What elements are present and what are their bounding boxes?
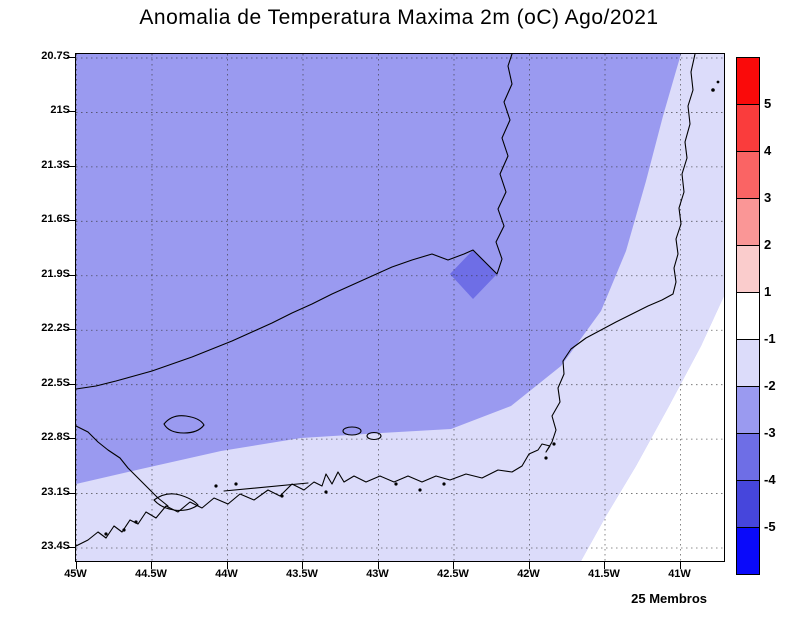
coastline [76,54,696,547]
colorbar-tick-label: -5 [764,519,776,534]
colorbar [736,57,760,575]
lon-tick-label: 43.5W [286,568,318,580]
lon-tick-label: 45W [64,568,87,580]
colorbar-tick-label: 5 [764,96,772,111]
island-dot [544,456,548,460]
lat-tick-label: 22.8S [41,431,70,444]
tick-mark [67,329,75,331]
tick-mark [67,165,75,167]
colorbar-tick-label: -1 [764,331,776,346]
lat-tick-label: 20.7S [41,50,70,62]
lat-tick-label: 21S [50,104,70,117]
reservoir-outline [163,415,205,434]
colorbar-segment [736,386,760,434]
region-anomaly-minus2-to-minus1 [76,54,724,561]
colorbar-tick-label: -2 [764,378,776,393]
lat-tick-label: 21.6S [41,213,70,226]
island-dot [134,520,138,524]
colorbar-tick-label: 4 [764,143,772,158]
colorbar-segment [736,292,760,340]
lat-tick-label: 22.2S [41,322,70,335]
lon-tick-label: 43W [366,568,389,580]
tick-mark [67,57,75,58]
tick-mark [151,562,152,569]
island-dot [280,494,284,498]
lon-tick-label: 41.5W [588,568,620,580]
map-plot-area [75,53,725,562]
tick-mark [528,562,530,569]
lat-tick-label: 23.4S [41,540,70,552]
lat-tick-label: 22.5S [41,376,70,389]
tick-mark [226,562,228,569]
tick-mark [377,562,379,569]
lat-tick-label: 21.3S [41,158,70,171]
state-border-southwest [76,425,169,507]
island-dot [711,88,715,92]
island-dot [394,482,398,486]
island-dot [104,532,108,536]
colorbar-segment [736,433,760,481]
colorbar-segment [736,57,760,105]
island-dot [716,80,720,84]
coastal-lagoon-2 [366,431,382,441]
tick-mark [67,274,75,276]
tick-mark [67,220,75,222]
tick-mark [604,562,605,569]
lat-tick-label: 21.9S [41,267,70,280]
island-dots [104,80,720,536]
colorbar-segment [736,480,760,528]
colorbar-tick-label: -3 [764,425,776,440]
tick-mark [67,438,75,440]
tick-mark [67,111,75,113]
island-dot [214,484,218,488]
tick-mark [302,562,303,569]
tick-mark [453,562,454,569]
lon-tick-label: 42.5W [437,568,469,580]
lat-tick-label: 23.1S [41,485,70,498]
ensemble-members-label: 25 Membros [631,591,707,606]
colorbar-segment [736,104,760,152]
island-dot [324,490,328,494]
region-anomaly-minus1-to-1 [581,296,724,561]
colorbar-segment [736,151,760,199]
colorbar-tick-label: -4 [764,472,776,487]
colorbar-segment [736,245,760,293]
tick-mark [67,547,75,548]
colorbar-segment [736,339,760,387]
coastal-lagoon-1 [342,426,362,436]
ilha-grande-outline [153,493,199,511]
colorbar-tick-label: 2 [764,237,772,252]
island-dot [122,528,126,532]
tick-mark [75,562,77,569]
marambaia-spit [223,482,309,492]
colorbar-segment [736,198,760,246]
island-dot [234,482,238,486]
tick-mark [679,562,681,569]
colorbar-tick-label: 3 [764,190,772,205]
coastline-and-borders [76,54,696,547]
lon-tick-label: 41W [668,568,691,580]
island-dot [418,488,422,492]
lon-tick-label: 44W [215,568,238,580]
island-dot [442,482,446,486]
colorbar-tick-label: 1 [764,284,772,299]
lon-tick-label: 44.5W [135,568,167,580]
state-border-north [76,54,513,390]
tick-mark [67,492,75,494]
colorbar-segment [736,527,760,575]
map-svg [76,54,724,561]
lon-tick-label: 42W [517,568,540,580]
island-dot [552,442,556,446]
tick-mark [67,383,75,385]
chart-title: Anomalia de Temperatura Maxima 2m (oC) A… [139,6,659,29]
gridlines [76,54,724,561]
